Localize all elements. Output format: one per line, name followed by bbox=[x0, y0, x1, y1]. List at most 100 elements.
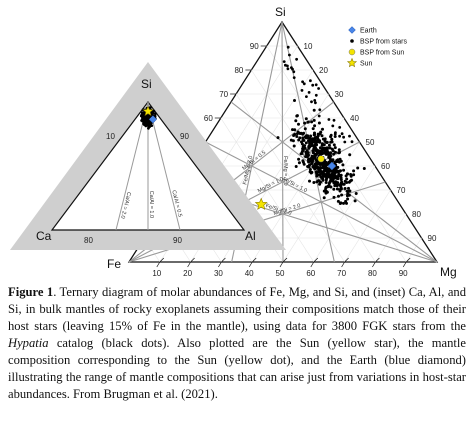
bsp-star-point bbox=[331, 124, 335, 128]
bsp-star-point bbox=[305, 152, 308, 156]
bsp-star-point bbox=[304, 136, 308, 140]
caption-figure-label: Figure 1 bbox=[8, 285, 54, 299]
bsp-star-point bbox=[337, 194, 340, 198]
bsp-star-point bbox=[302, 82, 306, 86]
tick-label-right: 70 bbox=[397, 186, 406, 195]
tick-mark bbox=[190, 257, 195, 263]
bsp-star-point bbox=[322, 151, 326, 155]
bsp-star-point bbox=[313, 124, 317, 128]
tick-mark bbox=[402, 261, 407, 268]
bsp-star-point bbox=[310, 100, 313, 104]
inset-vertex-label-al: Al bbox=[245, 229, 256, 243]
bsp-star-point bbox=[310, 120, 314, 124]
bsp-star-point bbox=[301, 136, 305, 140]
bsp-star-point bbox=[324, 186, 328, 190]
bsp-star-point bbox=[333, 135, 337, 138]
bsp-star-point bbox=[303, 121, 307, 125]
bsp-star-point bbox=[328, 173, 332, 177]
bsp-star-point bbox=[334, 175, 338, 179]
bsp-star-point bbox=[347, 186, 350, 190]
main-data-points bbox=[254, 45, 366, 210]
inset-star-point bbox=[145, 119, 149, 122]
inset-sun-star bbox=[142, 105, 154, 117]
tick-label-right: 10 bbox=[304, 42, 313, 51]
bsp-star-point bbox=[306, 120, 310, 124]
bsp-star-point bbox=[276, 136, 280, 140]
tick-mark bbox=[375, 257, 380, 263]
bsp-star-point bbox=[291, 139, 295, 143]
tick-mark bbox=[221, 257, 226, 263]
bsp-star-point bbox=[293, 132, 297, 136]
bsp-star-point bbox=[340, 180, 344, 184]
bsp-star-point bbox=[339, 173, 343, 177]
bsp-star-point bbox=[327, 153, 331, 157]
bsp-star-point bbox=[348, 179, 352, 183]
ratio-line-label: Fe/Mg = 1.0 bbox=[282, 156, 288, 186]
tick-label-right: 90 bbox=[428, 234, 437, 243]
tick-mark bbox=[310, 261, 315, 268]
bsp-star-point bbox=[332, 152, 336, 156]
inset-vertex-label-si: Si bbox=[141, 77, 152, 91]
bsp-star-point bbox=[345, 189, 349, 193]
tick-label-right: 30 bbox=[335, 90, 344, 99]
inset-star-point bbox=[143, 111, 146, 115]
bsp-star-point bbox=[347, 193, 351, 197]
bsp-star-point bbox=[310, 139, 314, 142]
bsp-star-point bbox=[307, 144, 311, 148]
legend-label: BSP from Sun bbox=[360, 50, 404, 57]
bsp-star-point bbox=[314, 149, 317, 152]
bsp-star-point bbox=[299, 152, 303, 156]
bsp-star-point bbox=[354, 192, 358, 195]
bsp-star-point bbox=[322, 196, 326, 200]
bsp-star-point bbox=[317, 114, 321, 118]
tick-label-bottom: 70 bbox=[337, 269, 346, 278]
tick-label-bottom: 20 bbox=[183, 269, 192, 278]
bsp-star-point bbox=[334, 168, 338, 172]
tick-label-bottom: 90 bbox=[399, 269, 408, 278]
bsp-star-point bbox=[338, 189, 342, 193]
tick-label-right: 80 bbox=[412, 210, 421, 219]
bsp-star-point bbox=[324, 174, 327, 178]
bsp-star-point bbox=[307, 159, 311, 163]
bsp-star-point bbox=[325, 190, 329, 194]
bsp-star-point bbox=[338, 134, 341, 138]
bsp-star-point bbox=[315, 162, 319, 166]
bsp-star-point bbox=[301, 132, 305, 136]
bsp-star-point bbox=[343, 187, 347, 190]
tick-label-bottom: 40 bbox=[245, 269, 254, 278]
bsp-star-point bbox=[311, 127, 315, 131]
bsp-star-point bbox=[286, 67, 290, 71]
bsp-star-point bbox=[325, 167, 329, 171]
bsp-star-point bbox=[312, 166, 316, 170]
inset-tick-label: 80 bbox=[84, 236, 93, 245]
tick-label-right: 20 bbox=[319, 66, 328, 75]
ternary-figure: Fe/Mg = 2.0 Fe/Mg = 1.0 Fe/Mg = 0.5Mg/Si =… bbox=[10, 5, 457, 279]
bsp-star-point bbox=[318, 108, 322, 112]
bsp-star-point bbox=[314, 93, 318, 97]
bsp-star-point bbox=[294, 165, 298, 168]
legend-sun-icon bbox=[346, 57, 358, 68]
bsp-star-point bbox=[295, 57, 298, 61]
bsp-star-point bbox=[297, 157, 301, 161]
bsp-star-point bbox=[293, 99, 296, 102]
tick-label-left: 90 bbox=[250, 42, 259, 51]
bsp-star-point bbox=[286, 64, 289, 68]
bsp-star-point bbox=[330, 137, 334, 141]
bsp-star-point bbox=[332, 118, 336, 122]
tick-label-bottom: 30 bbox=[214, 269, 223, 278]
inset-tick-labels: 10 90 80 90 bbox=[84, 132, 189, 245]
legend: Earth BSP from stars BSP from Sun Sun bbox=[346, 26, 407, 68]
bsp-star-point bbox=[336, 199, 340, 203]
tick-mark bbox=[159, 257, 165, 263]
tick-label-left: 70 bbox=[219, 90, 228, 99]
bsp-star-point bbox=[348, 134, 351, 138]
tick-label-bottom: 80 bbox=[368, 269, 377, 278]
legend-earth-icon bbox=[348, 26, 356, 34]
tick-label-right: 40 bbox=[350, 114, 359, 123]
bsp-star-point bbox=[305, 149, 309, 153]
bsp-star-point bbox=[310, 141, 314, 145]
bsp-star-point bbox=[332, 187, 336, 191]
bsp-star-point bbox=[329, 179, 333, 183]
bsp-star-point bbox=[315, 143, 318, 147]
sun-star-marker bbox=[254, 197, 268, 210]
